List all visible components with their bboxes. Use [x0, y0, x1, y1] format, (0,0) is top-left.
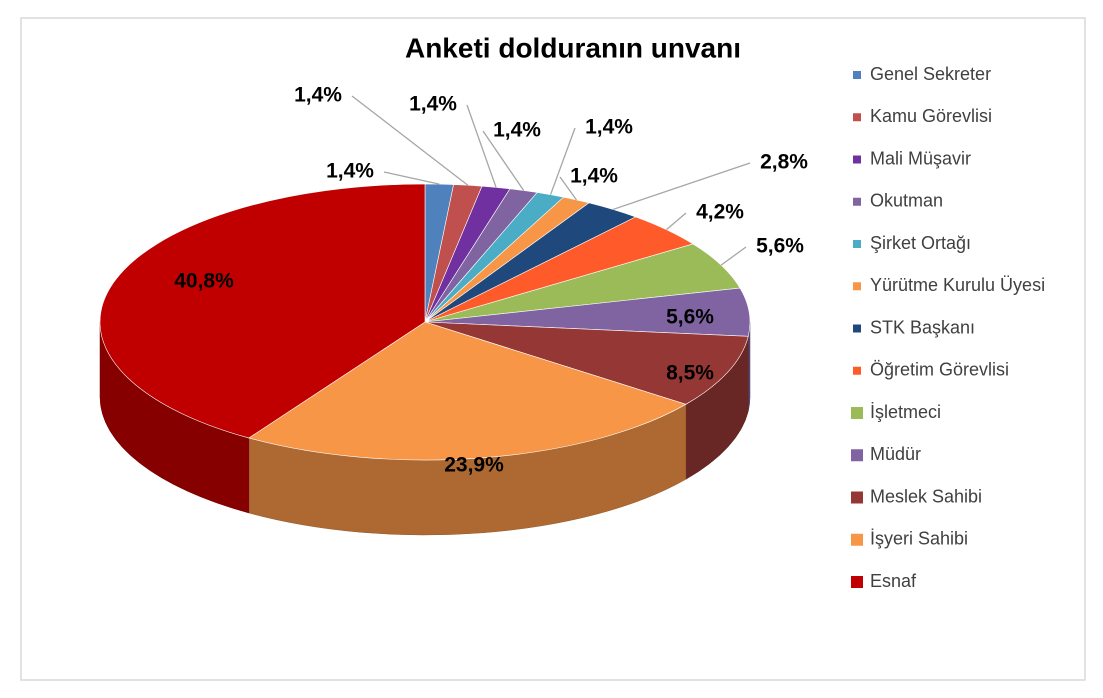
data-label: 1,4%	[294, 84, 342, 107]
legend-label: İşyeri Sahibi	[870, 529, 968, 549]
legend-marker	[851, 533, 863, 546]
legend-label: Müdür	[870, 444, 921, 464]
legend-marker	[853, 282, 861, 291]
legend-marker	[853, 366, 861, 375]
legend-label: İşletmeci	[870, 402, 941, 422]
leader-line	[559, 176, 577, 201]
data-label: 1,4%	[326, 160, 374, 183]
legend-label: Yürütme Kurulu Üyesi	[870, 275, 1045, 295]
leader-line	[466, 104, 497, 188]
leader-line	[482, 130, 525, 191]
legend-label: Esnaf	[870, 571, 917, 591]
legend-marker	[853, 113, 861, 122]
legend-label: Meslek Sahibi	[870, 486, 982, 506]
legend-marker	[853, 155, 861, 164]
data-label: 40,8%	[174, 270, 234, 293]
legend-label: Şirket Ortağı	[870, 233, 971, 253]
data-label: 23,9%	[444, 454, 504, 477]
data-label: 1,4%	[585, 116, 633, 139]
legend-label: Öğretim Görevlisi	[870, 360, 1009, 380]
data-label: 1,4%	[409, 93, 457, 116]
legend-marker	[851, 449, 863, 462]
legend-label: Mali Müşavir	[870, 148, 971, 168]
legend-marker	[853, 324, 861, 333]
legend-marker	[851, 576, 863, 588]
leader-line	[666, 212, 687, 231]
leader-line	[612, 162, 751, 211]
legend-marker	[851, 407, 863, 419]
data-label: 1,4%	[570, 165, 618, 188]
leader-line	[383, 171, 440, 185]
data-label: 5,6%	[666, 306, 714, 329]
data-label: 4,2%	[696, 201, 744, 224]
data-label: 2,8%	[760, 151, 808, 174]
data-label: 8,5%	[666, 362, 714, 385]
legend-label: Okutman	[870, 191, 943, 211]
leader-line	[351, 95, 469, 186]
legend-marker	[853, 197, 861, 206]
slice	[248, 321, 687, 461]
legend-marker	[853, 71, 861, 79]
chart-title: Anketi dolduranın unvanı	[405, 32, 741, 63]
legend-marker	[851, 491, 863, 504]
leader-line	[549, 127, 576, 195]
legend-label: Kamu Görevlisi	[870, 106, 992, 126]
legend-label: Genel Sekreter	[870, 64, 991, 84]
data-label: 5,6%	[756, 235, 804, 258]
slice	[424, 321, 749, 405]
slice	[99, 183, 426, 439]
leader-line	[720, 246, 747, 266]
data-label: 1,4%	[493, 119, 541, 142]
legend-label: STK Başkanı	[870, 317, 975, 337]
legend-marker	[853, 240, 861, 248]
